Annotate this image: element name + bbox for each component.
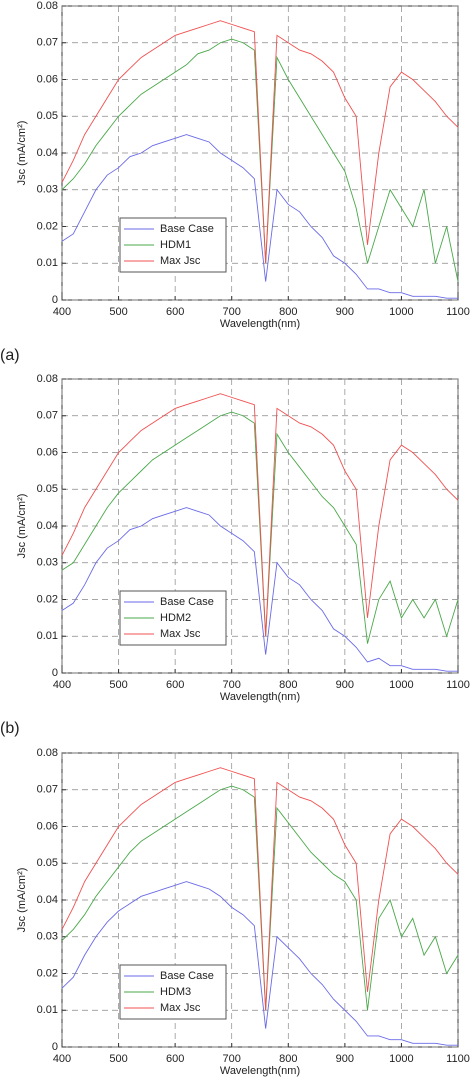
series-line — [61, 767, 459, 1011]
x-tick-label: 600 — [166, 679, 184, 691]
y-tick-label: 0.02 — [37, 220, 58, 232]
legend-label: Max Jsc — [160, 1002, 201, 1014]
legend-label: Max Jsc — [160, 628, 201, 640]
x-tick-label: 600 — [166, 1053, 184, 1065]
y-tick-label: 0.04 — [37, 894, 58, 906]
legend-label: Base Case — [160, 596, 214, 608]
series-line — [61, 507, 458, 672]
series-line — [61, 20, 459, 264]
x-tick-label: 700 — [223, 1053, 241, 1065]
legend-label: Max Jsc — [160, 255, 201, 267]
y-tick-label: 0.06 — [37, 820, 58, 832]
x-tick-label: 900 — [336, 1053, 354, 1065]
panel-label: (b) — [0, 720, 20, 737]
chart-panel: 0 0.01 0.02 0.03 0.04 0.05 0.06 0.07 0.08 400 500 6… — [0, 373, 470, 737]
x-tick-label: 600 — [166, 306, 184, 318]
y-tick-label: 0.04 — [37, 520, 58, 532]
y-tick-label: 0 — [52, 667, 58, 679]
y-tick-label: 0.05 — [37, 110, 58, 122]
y-tick-label: 0.02 — [37, 593, 58, 605]
x-axis-label: Wavelength(nm) — [220, 691, 300, 703]
x-tick-label: 1100 — [446, 306, 470, 318]
x-tick-label: 400 — [53, 679, 71, 691]
x-tick-label: 900 — [336, 306, 354, 318]
legend-label: HDM2 — [160, 612, 191, 624]
y-tick-label: 0.05 — [37, 483, 58, 495]
y-tick-label: 0.03 — [37, 557, 58, 569]
legend-label: HDM1 — [160, 239, 191, 251]
x-tick-label: 500 — [109, 306, 127, 318]
y-tick-label: 0.08 — [37, 747, 58, 759]
x-tick-label: 500 — [109, 679, 127, 691]
y-tick-label: 0.03 — [37, 184, 58, 196]
y-tick-label: 0.01 — [37, 630, 58, 642]
x-tick-label: 800 — [279, 306, 297, 318]
y-tick-label: 0.08 — [37, 0, 58, 12]
y-tick-label: 0.06 — [37, 73, 58, 85]
x-tick-label: 700 — [223, 679, 241, 691]
y-tick-label: 0.02 — [37, 967, 58, 979]
x-tick-label: 1100 — [446, 1053, 470, 1065]
x-tick-label: 1000 — [389, 1053, 413, 1065]
x-tick-label: 500 — [109, 1053, 127, 1065]
x-tick-label: 900 — [336, 679, 354, 691]
y-axis-label: Jsc (mA/cm²) — [16, 121, 28, 186]
series-line — [61, 134, 458, 299]
y-tick-label: 0.07 — [37, 410, 58, 422]
x-tick-label: 800 — [279, 1053, 297, 1065]
y-tick-label: 0.01 — [37, 1004, 58, 1016]
series-line — [61, 881, 458, 1046]
panel-label: (a) — [0, 347, 20, 364]
x-tick-label: 700 — [223, 306, 241, 318]
y-tick-label: 0.07 — [37, 784, 58, 796]
legend-label: HDM3 — [160, 986, 191, 998]
y-tick-label: 0.01 — [37, 257, 58, 269]
y-tick-label: 0.05 — [37, 857, 58, 869]
x-axis-label: Wavelength(nm) — [220, 1065, 300, 1077]
y-axis-label: Jsc (mA/cm²) — [16, 494, 28, 559]
y-tick-label: 0.06 — [37, 446, 58, 458]
x-tick-label: 1000 — [389, 679, 413, 691]
legend-label: Base Case — [160, 970, 214, 982]
y-tick-label: 0 — [52, 1041, 58, 1053]
x-tick-label: 1000 — [389, 306, 413, 318]
y-axis-label: Jsc (mA/cm²) — [16, 868, 28, 933]
y-tick-label: 0.03 — [37, 931, 58, 943]
legend-label: Base Case — [160, 223, 214, 235]
chart-panel: 0 0.01 0.02 0.03 0.04 0.05 0.06 0.07 0.08 400 500 6… — [16, 747, 470, 1077]
x-tick-label: 1100 — [446, 679, 470, 691]
y-tick-label: 0.07 — [37, 37, 58, 49]
chart-panel: 0 0.01 0.02 0.03 0.04 0.05 0.06 0.07 0.08 400 500 6… — [0, 0, 470, 364]
x-axis-label: Wavelength(nm) — [220, 318, 300, 330]
y-tick-label: 0.04 — [37, 147, 58, 159]
y-tick-label: 0.08 — [37, 373, 58, 385]
x-tick-label: 800 — [279, 679, 297, 691]
x-tick-label: 400 — [53, 1053, 71, 1065]
series-line — [61, 393, 459, 637]
x-tick-label: 400 — [53, 306, 71, 318]
y-tick-label: 0 — [52, 294, 58, 306]
